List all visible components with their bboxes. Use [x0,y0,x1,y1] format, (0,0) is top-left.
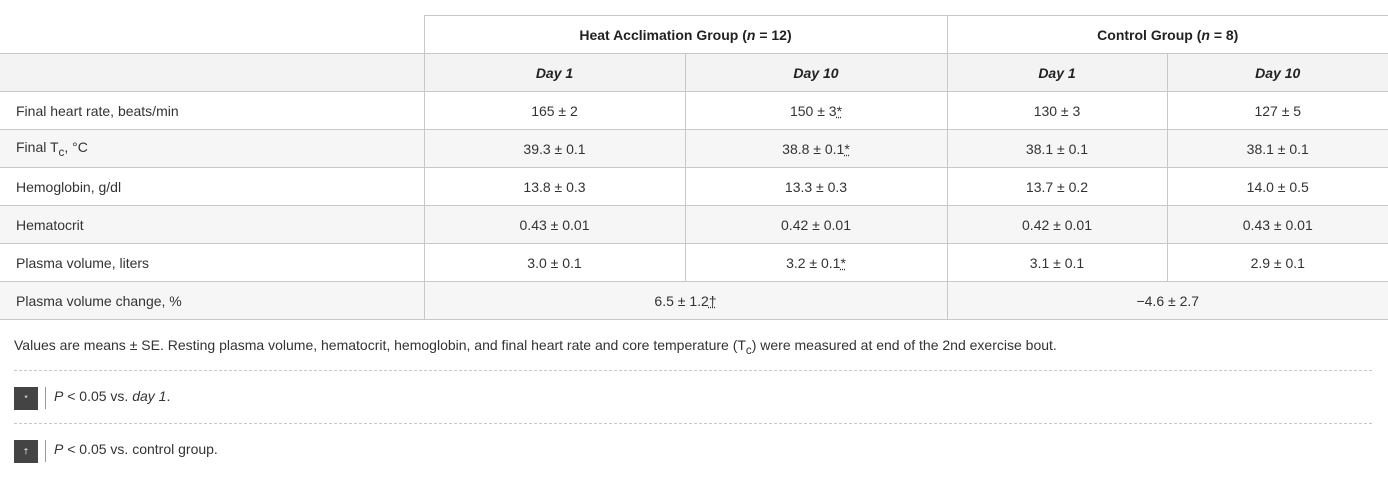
table-cell: 0.43 ± 0.01 [423,205,686,244]
heat-acclimation-group-header: Heat Acclimation Group (n = 12) [423,15,948,54]
table-cell: 13.8 ± 0.3 [423,167,686,206]
footnote-marker[interactable]: † [14,440,38,463]
table-row: Final Tc, °C 39.3 ± 0.1 38.8 ± 0.1* 38.1… [0,129,1388,168]
table-cell: 2.9 ± 0.1 [1166,243,1388,282]
footnote-link[interactable]: † [708,292,717,309]
empty-header-cell [0,53,425,92]
table-cell: −4.6 ± 2.7 [946,281,1388,320]
table-cell: 0.42 ± 0.01 [946,205,1168,244]
table-cell: 38.1 ± 0.1 [1166,129,1388,168]
row-label: Final heart rate, beats/min [0,91,425,130]
divider [45,387,46,409]
control-group-header: Control Group (n = 8) [946,15,1388,54]
table-cell: 14.0 ± 0.5 [1166,167,1388,206]
row-label: Hemoglobin, g/dl [0,167,425,206]
table-cell: 39.3 ± 0.1 [423,129,686,168]
day-header: Day 10 [1166,53,1388,92]
table-cell: 6.5 ± 1.2† [423,281,948,320]
row-label: Hematocrit [0,205,425,244]
group-header-row: Heat Acclimation Group (n = 12) Control … [0,15,1388,54]
table-cell: 13.7 ± 0.2 [946,167,1168,206]
footnote-item: † P < 0.05 vs. control group. [14,423,1372,463]
table-note: Values are means ± SE. Resting plasma vo… [14,337,1057,357]
footnote-text: P < 0.05 vs. day 1. [54,388,171,404]
footnote-marker[interactable]: * [14,387,38,410]
day-header: Day 10 [684,53,948,92]
table-row: Final heart rate, beats/min 165 ± 2 150 … [0,91,1388,130]
table-row: Hematocrit 0.43 ± 0.01 0.42 ± 0.01 0.42 … [0,205,1388,244]
table-cell: 3.0 ± 0.1 [423,243,686,282]
row-label: Final Tc, °C [0,129,425,168]
row-label: Plasma volume, liters [0,243,425,282]
table-cell: 0.43 ± 0.01 [1166,205,1388,244]
table-cell: 150 ± 3* [684,91,948,130]
table-row: Plasma volume change, % 6.5 ± 1.2† −4.6 … [0,281,1388,320]
footnote-link[interactable]: * [836,102,843,119]
footnote-link[interactable]: * [844,140,850,157]
table-cell: 127 ± 5 [1166,91,1388,130]
day-header: Day 1 [946,53,1168,92]
empty-header-cell [0,15,425,54]
table-cell: 165 ± 2 [423,91,686,130]
table-row: Plasma volume, liters 3.0 ± 0.1 3.2 ± 0.… [0,243,1388,282]
table-cell: 13.3 ± 0.3 [684,167,948,206]
day-header: Day 1 [423,53,686,92]
table-cell: 38.1 ± 0.1 [946,129,1168,168]
divider [45,440,46,462]
results-table: Heat Acclimation Group (n = 12) Control … [0,15,1388,320]
footnote-text: P < 0.05 vs. control group. [54,441,218,457]
footnote-item: * P < 0.05 vs. day 1. [14,370,1372,410]
footnote-link[interactable]: * [840,254,846,271]
row-label: Plasma volume change, % [0,281,425,320]
table-cell: 3.1 ± 0.1 [946,243,1168,282]
table-cell: 0.42 ± 0.01 [684,205,948,244]
day-header-row: Day 1 Day 10 Day 1 Day 10 [0,53,1388,92]
table-cell: 3.2 ± 0.1* [684,243,948,282]
table-cell: 130 ± 3 [946,91,1168,130]
table-cell: 38.8 ± 0.1* [684,129,948,168]
table-row: Hemoglobin, g/dl 13.8 ± 0.3 13.3 ± 0.3 1… [0,167,1388,206]
